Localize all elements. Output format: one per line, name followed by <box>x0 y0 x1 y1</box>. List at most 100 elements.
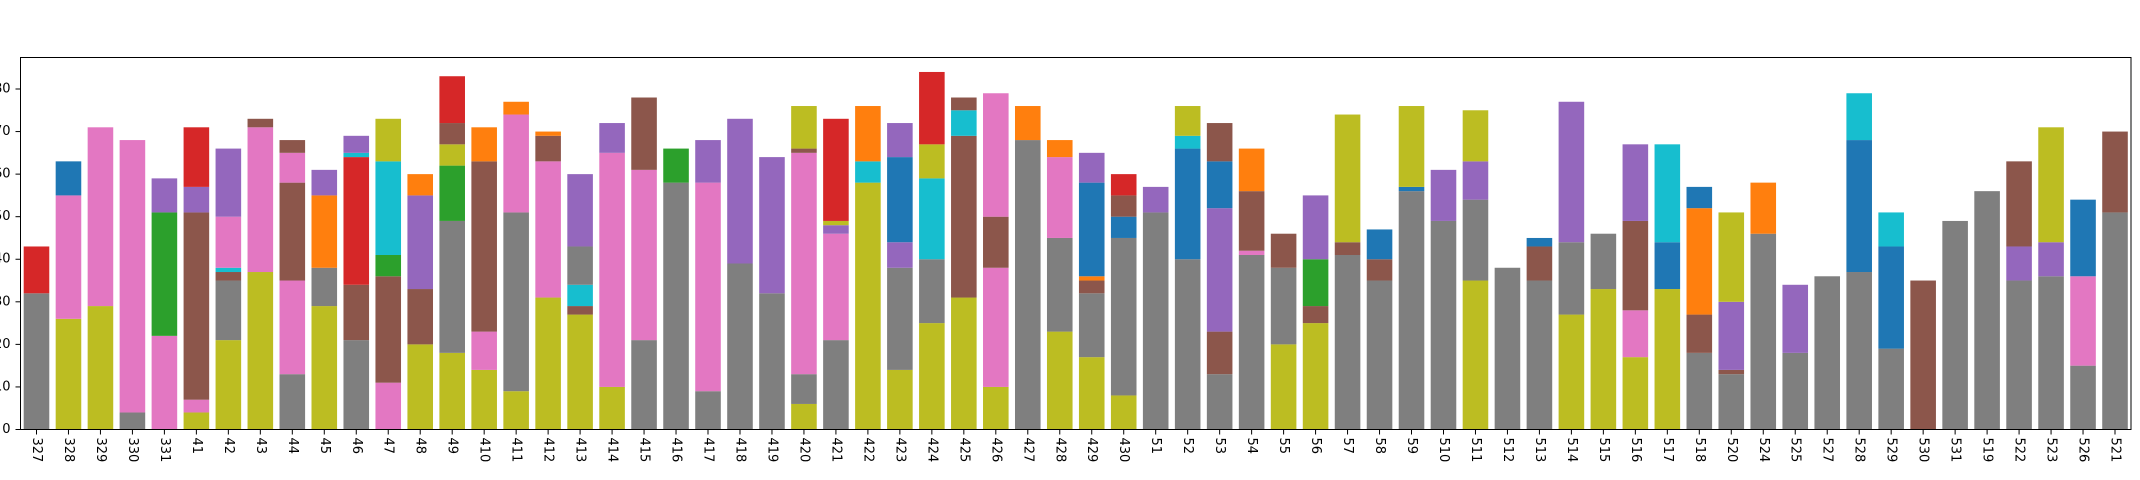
x-tick-label: 530 <box>1916 438 1931 463</box>
bar-segment <box>1718 369 1745 375</box>
bar-segment <box>1622 310 1649 358</box>
bar-segment <box>1206 331 1233 375</box>
bar-segment <box>919 178 945 260</box>
x-tick-label: 426 <box>988 438 1003 463</box>
bar-segment <box>567 246 593 285</box>
bar-segment <box>279 140 306 153</box>
bar-segment <box>1142 212 1169 430</box>
x-tick-label: 59 <box>1404 438 1419 455</box>
bar-segment <box>1398 191 1425 430</box>
x-tick-label: 427 <box>1020 438 1035 463</box>
bar-segment <box>1302 323 1329 430</box>
bar-segment <box>55 318 82 430</box>
bar-segment <box>919 144 945 179</box>
x-tick-label: 43 <box>253 438 268 455</box>
bar-segment <box>1270 344 1297 430</box>
bar-segment <box>791 374 817 404</box>
x-tick-label: 524 <box>1756 438 1771 463</box>
bar-segment <box>1110 195 1137 217</box>
x-tick-label: 330 <box>125 438 140 463</box>
bar-segment <box>1686 352 1713 430</box>
x-tick-label: 56 <box>1308 438 1323 455</box>
bar-segment <box>1110 216 1137 238</box>
bar-segment <box>471 127 497 162</box>
x-tick-label: 516 <box>1628 438 1643 463</box>
x-tick-label: 55 <box>1276 438 1291 455</box>
bar-segment <box>1238 254 1265 430</box>
bar-segment <box>1846 140 1872 273</box>
bar-segment <box>1526 246 1553 281</box>
bar-segment <box>2070 365 2096 430</box>
bar-segment <box>1174 135 1201 149</box>
bar-segment <box>887 157 913 243</box>
bar-segment <box>1462 199 1489 281</box>
bar-segment <box>247 272 274 430</box>
x-tick-label: 413 <box>573 438 588 463</box>
bar-segment <box>535 161 561 298</box>
bar-segment <box>599 152 625 387</box>
x-tick-label: 57 <box>1340 438 1355 455</box>
bar-segment <box>151 335 178 430</box>
bar-segment <box>439 352 465 430</box>
x-tick-label: 511 <box>1468 438 1483 463</box>
bar-segment <box>1174 106 1201 136</box>
bar-segment <box>823 340 849 430</box>
bar-segment <box>1590 233 1617 290</box>
x-tick-label: 327 <box>29 438 44 463</box>
bar-segment <box>2038 242 2064 277</box>
bar-segment <box>55 195 82 319</box>
bar-segment <box>279 152 306 183</box>
bar-segment <box>471 369 497 430</box>
bar-segment <box>1654 242 1681 290</box>
x-tick-label: 53 <box>1212 438 1227 455</box>
bar-segment <box>983 216 1009 268</box>
x-tick-label: 46 <box>349 438 364 455</box>
bar-segment <box>119 412 146 430</box>
x-tick-label: 412 <box>541 438 556 463</box>
x-tick-label: 430 <box>1116 438 1131 463</box>
x-tick-label: 331 <box>157 438 172 463</box>
bar-segment <box>375 254 402 277</box>
bar-segment <box>1398 186 1425 192</box>
bar-segment <box>215 267 242 273</box>
bar-segment <box>1366 280 1393 430</box>
bar-segment <box>247 118 274 128</box>
bar-segment <box>1718 212 1745 302</box>
bar-segment <box>1686 314 1713 353</box>
bar-segment <box>503 114 529 213</box>
bar-segment <box>951 135 977 298</box>
bar-segment <box>695 182 721 392</box>
bar-segment <box>1686 208 1713 315</box>
bar-segment <box>951 110 977 136</box>
x-tick-label: 41 <box>189 438 204 455</box>
bar-segment <box>407 195 434 290</box>
x-tick-label: 52 <box>1180 438 1195 455</box>
bar-segment <box>375 118 402 162</box>
x-tick-label: 513 <box>1532 438 1547 463</box>
bar-segment <box>1878 348 1904 430</box>
bar-segment <box>791 148 817 153</box>
bar-segment <box>183 186 210 213</box>
bar-segment <box>1334 114 1361 243</box>
bar-segment <box>439 76 465 124</box>
bar-segment <box>1718 374 1745 430</box>
bar-segment <box>1046 331 1073 430</box>
y-tick-label: 80 <box>0 81 11 96</box>
bar-segment <box>407 289 434 345</box>
bar-segment <box>1782 284 1809 353</box>
bar-segment <box>1078 293 1105 358</box>
bar-segment <box>1174 259 1201 430</box>
bar-segment <box>439 165 465 221</box>
bar-segment <box>1686 186 1713 209</box>
x-tick-label: 528 <box>1852 438 1867 463</box>
bar-segment <box>1622 220 1649 311</box>
x-tick-label: 529 <box>1884 438 1899 463</box>
y-tick-label: 50 <box>0 209 11 224</box>
bar-segment <box>567 174 593 247</box>
bar-segment <box>823 118 849 221</box>
bar-segment <box>1270 267 1297 345</box>
x-tick-label: 422 <box>860 438 875 463</box>
bar-segment <box>759 157 785 294</box>
x-tick-label: 514 <box>1564 438 1579 463</box>
x-tick-label: 420 <box>796 438 811 463</box>
